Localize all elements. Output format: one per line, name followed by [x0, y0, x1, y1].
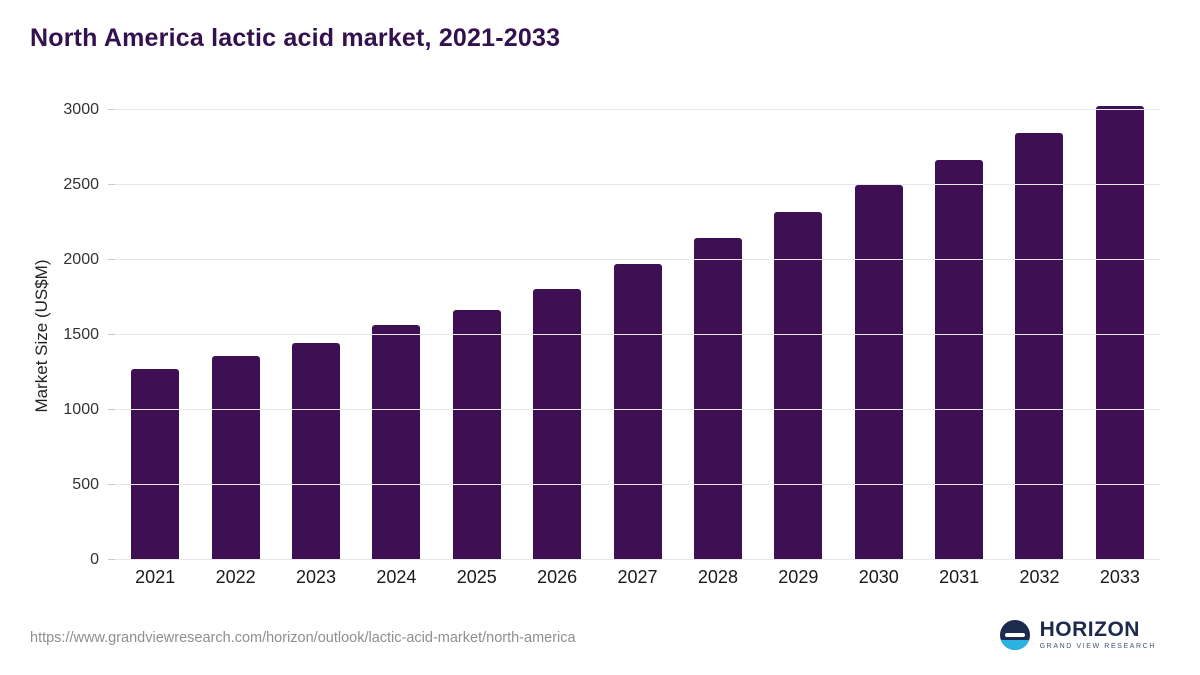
y-tick-mark-1000	[108, 409, 115, 410]
bar-slot-2022	[195, 110, 275, 560]
y-tick-label-2500: 2500	[63, 176, 99, 193]
horizon-logo-icon	[999, 619, 1030, 650]
horizon-water-shape	[999, 639, 1030, 650]
source-url: https://www.grandviewresearch.com/horizo…	[30, 630, 576, 646]
bar-slot-2032	[999, 110, 1079, 560]
y-tick-mark-3000	[108, 109, 115, 110]
bar-slot-2024	[356, 110, 436, 560]
x-tick-label-2024: 2024	[376, 567, 417, 587]
y-tick-mark-500	[108, 484, 115, 485]
plot-area	[115, 106, 1160, 560]
x-tick-label-2027: 2027	[617, 567, 658, 587]
y-tick-label-2000: 2000	[63, 251, 99, 268]
x-tick-label-2028: 2028	[697, 567, 738, 587]
bar-slot-2023	[276, 110, 356, 560]
bar-2022	[211, 356, 260, 560]
x-tick-label-2021: 2021	[135, 567, 176, 587]
bar-slot-2029	[758, 110, 838, 560]
x-tick-label-2025: 2025	[456, 567, 497, 587]
x-tick-label-2029: 2029	[778, 567, 819, 587]
y-tick-mark-2000	[108, 259, 115, 260]
bar-slot-2030	[839, 110, 919, 560]
bar-2023	[291, 343, 340, 560]
bar-slot-2026	[517, 110, 597, 560]
logo-subtitle: GRAND VIEW RESEARCH	[1039, 643, 1156, 650]
y-tick-label-1500: 1500	[63, 326, 99, 343]
horizon-logo: HORIZON GRAND VIEW RESEARCH	[999, 619, 1156, 650]
y-tick-label-0: 0	[90, 551, 99, 568]
gridline-2000	[115, 259, 1160, 260]
gridline-2500	[115, 184, 1160, 185]
bars-row	[115, 106, 1160, 560]
bar-2027	[613, 263, 662, 560]
bar-slot-2027	[597, 110, 677, 560]
horizon-logo-text: HORIZON GRAND VIEW RESEARCH	[1040, 619, 1156, 650]
gridline-0	[115, 559, 1160, 560]
y-tick-mark-1500	[108, 334, 115, 335]
chart-title: North America lactic acid market, 2021-2…	[30, 24, 561, 52]
bar-2024	[372, 325, 421, 560]
bar-2026	[533, 289, 582, 560]
bar-slot-2033	[1080, 106, 1160, 560]
bar-2030	[854, 185, 903, 560]
x-tick-label-2026: 2026	[537, 567, 578, 587]
y-tick-label-3000: 3000	[63, 101, 99, 118]
gridline-1500	[115, 334, 1160, 335]
x-tick-label-2023: 2023	[295, 567, 336, 587]
bar-2032	[1015, 132, 1064, 560]
bar-slot-2025	[437, 110, 517, 560]
x-tick-label-2033: 2033	[1099, 567, 1140, 587]
bar-2021	[131, 368, 180, 560]
x-tick-label-2030: 2030	[858, 567, 899, 587]
x-axis: 2021 2022 2023 2024 2025 2026 2027 2028 2029 2030…	[115, 567, 1160, 588]
bar-slot-2028	[678, 110, 758, 560]
x-tick-label-2022: 2022	[215, 567, 256, 587]
x-tick-label-2031: 2031	[939, 567, 980, 587]
y-tick-label-500: 500	[72, 476, 99, 493]
y-tick-label-1000: 1000	[63, 401, 99, 418]
bar-2025	[452, 309, 501, 560]
bar-slot-2031	[919, 110, 999, 560]
horizon-line-shape	[1004, 632, 1025, 637]
gridline-1000	[115, 409, 1160, 410]
bar-slot-2021	[115, 110, 195, 560]
x-tick-label-2032: 2032	[1019, 567, 1060, 587]
bar-2029	[774, 212, 823, 560]
y-tick-mark-0	[108, 559, 115, 560]
gridline-3000	[115, 109, 1160, 110]
y-tick-mark-2500	[108, 184, 115, 185]
bar-2028	[693, 238, 742, 560]
gridline-500	[115, 484, 1160, 485]
bar-2031	[935, 159, 984, 560]
logo-name: HORIZON	[1039, 618, 1140, 641]
y-axis: 0 500 1000 1500 2000 2500 3000	[0, 101, 115, 568]
